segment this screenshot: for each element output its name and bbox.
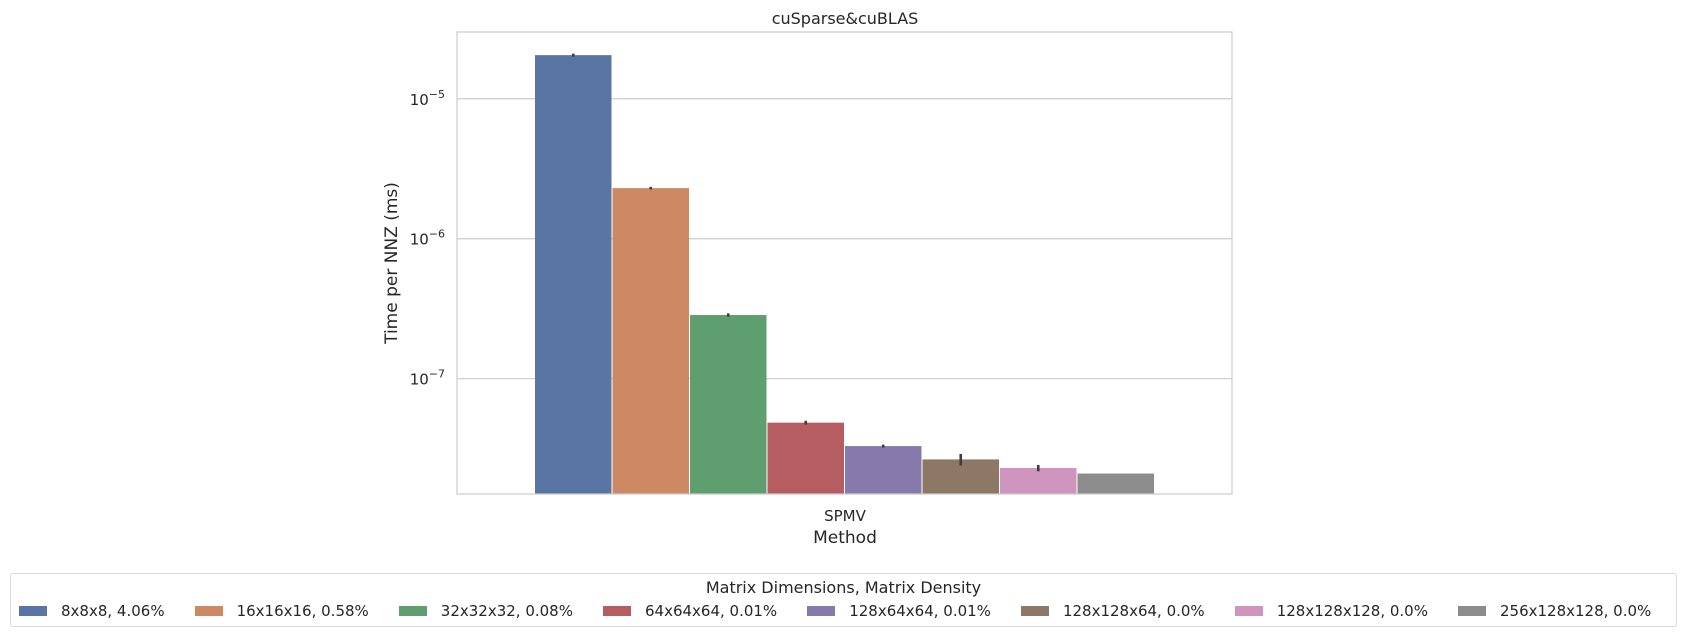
legend-swatch	[1020, 606, 1049, 616]
x-tick-label: SPMV	[824, 507, 867, 525]
bar	[1077, 473, 1154, 494]
legend-swatch	[1234, 606, 1263, 616]
legend-label: 16x16x16, 0.58%	[236, 602, 369, 620]
chart-title: cuSparse&cuBLAS	[772, 9, 919, 28]
legend-item: 32x32x32, 0.08%	[398, 602, 573, 620]
legend-swatch	[398, 606, 427, 616]
legend-swatch	[194, 606, 223, 616]
y-tick-label: 10−5	[410, 88, 445, 109]
y-tick-label: 10−6	[410, 228, 445, 249]
legend-label: 8x8x8, 4.06%	[61, 602, 165, 620]
legend-items: 8x8x8, 4.06% 16x16x16, 0.58% 32x32x32, 0.0…	[19, 602, 1681, 620]
bar-chart: 10−5 10−6 10−7 cuSparse&cuBLAS SPMV Method…	[382, 9, 1233, 548]
bars	[535, 53, 1154, 494]
legend-swatch	[19, 606, 47, 616]
legend-label: 128x128x128, 0.0%	[1276, 602, 1428, 620]
bar	[767, 422, 844, 494]
legend-item: 256x128x128, 0.0%	[1457, 602, 1652, 620]
legend-swatch	[1457, 606, 1486, 616]
y-axis-label: Time per NNZ (ms)	[382, 182, 402, 345]
x-axis-label: Method	[813, 528, 877, 548]
legend-item: 64x64x64, 0.01%	[602, 602, 778, 620]
bar	[690, 315, 767, 494]
bar	[612, 188, 689, 494]
legend-item: 128x64x64, 0.01%	[807, 602, 991, 620]
plot-frame	[456, 31, 1233, 495]
bar	[845, 446, 922, 494]
legend-swatch	[602, 606, 631, 616]
y-tick-labels: 10−5 10−6 10−7	[410, 88, 445, 389]
legend-label: 128x128x64, 0.0%	[1062, 602, 1205, 620]
y-tick-label: 10−7	[410, 368, 445, 389]
bar	[1000, 468, 1077, 494]
legend-item: 128x128x64, 0.0%	[1020, 602, 1205, 620]
legend-item: 16x16x16, 0.58%	[194, 602, 369, 620]
legend-label: 64x64x64, 0.01%	[644, 602, 778, 620]
legend-item: 8x8x8, 4.06%	[19, 602, 165, 620]
legend-label: 256x128x128, 0.0%	[1499, 602, 1652, 620]
legend: Matrix Dimensions, Matrix Density 8x8x8,…	[10, 573, 1677, 627]
legend-item: 128x128x128, 0.0%	[1234, 602, 1428, 620]
legend-label: 32x32x32, 0.08%	[440, 602, 573, 620]
legend-title: Matrix Dimensions, Matrix Density	[705, 578, 982, 597]
legend-label: 128x64x64, 0.01%	[849, 602, 991, 620]
legend-swatch	[807, 606, 836, 616]
bar	[535, 55, 612, 494]
